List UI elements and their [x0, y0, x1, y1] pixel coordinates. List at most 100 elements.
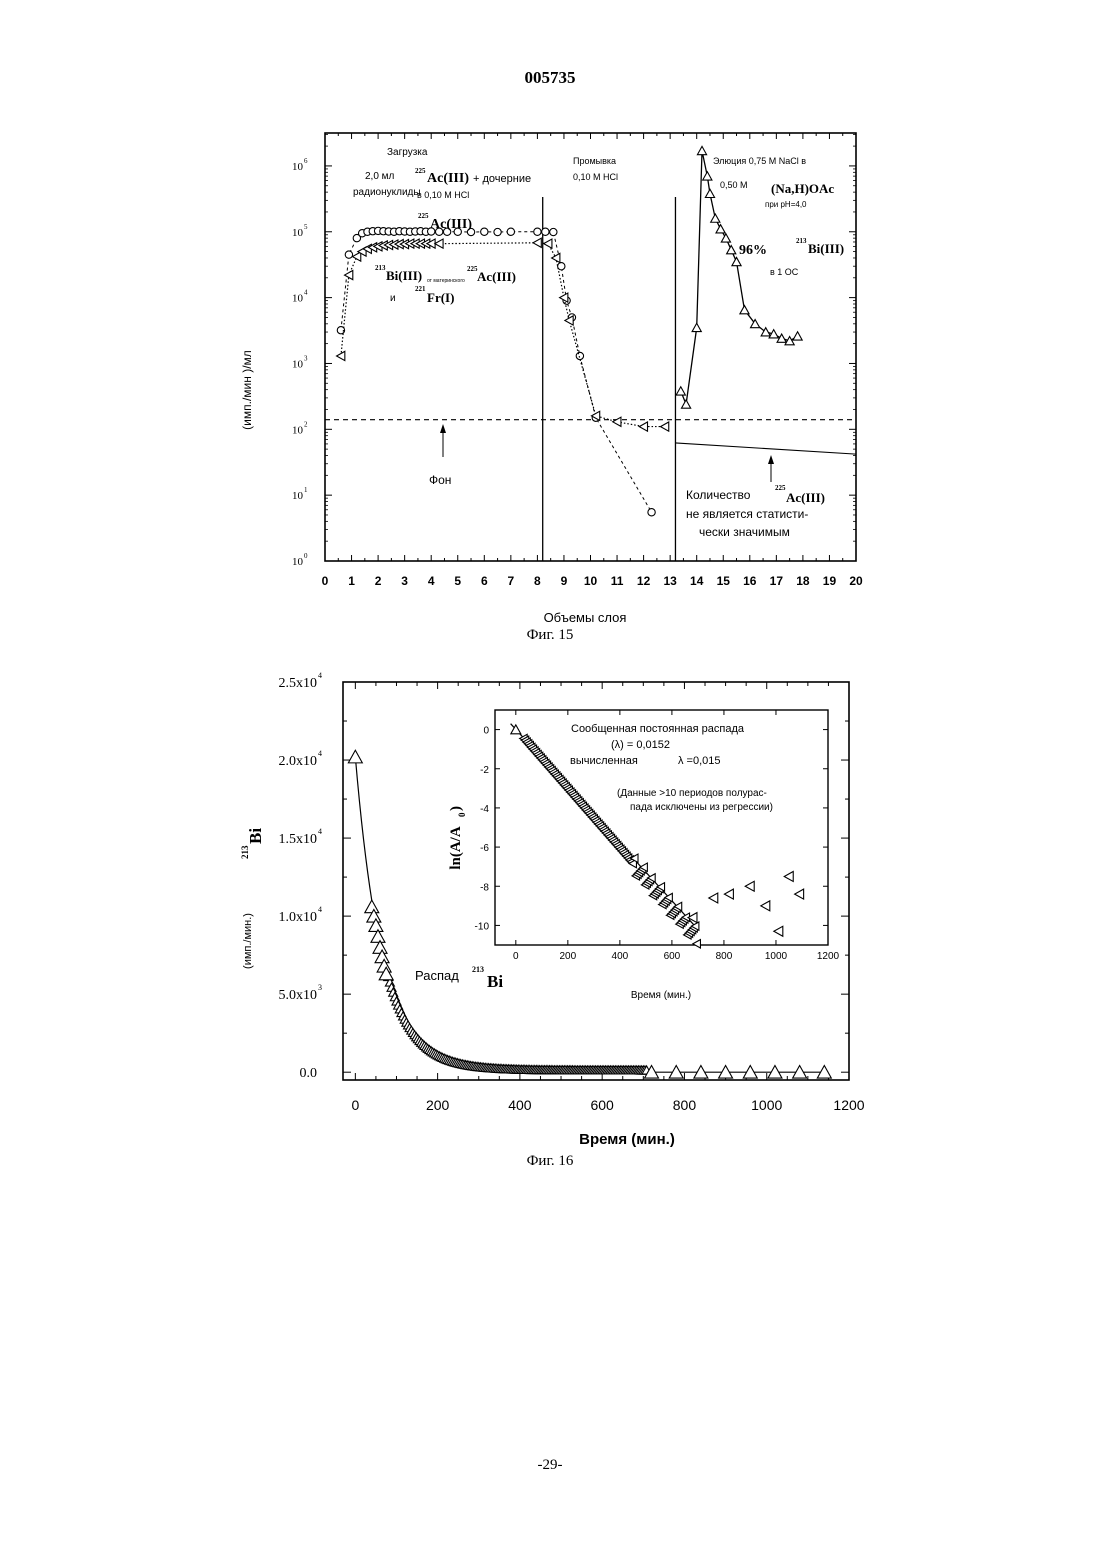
- x-axis-label: Время (мин.): [579, 1131, 675, 1148]
- data-series: [337, 146, 803, 516]
- inset-x-tick-label: 600: [664, 951, 681, 962]
- data-point: [534, 228, 541, 235]
- inset-note-1: Сообщенная постоянная распада: [571, 723, 745, 735]
- inset-y-tick-label: -6: [480, 843, 489, 854]
- elution-conc: 0,50 M: [720, 180, 748, 190]
- background-label: Фон: [429, 473, 451, 487]
- x-tick-label: 0: [351, 1097, 359, 1113]
- y-tick-label: 10: [292, 227, 304, 239]
- x-tick-label: 18: [796, 574, 810, 588]
- inset-y-tick-label: 0: [483, 726, 489, 737]
- x-axis-label: Объемы слоя: [544, 610, 627, 625]
- x-tick-label: 20: [849, 574, 863, 588]
- amount-sup: 225: [775, 484, 786, 492]
- y-tick-label: 10: [292, 293, 304, 305]
- data-point: [613, 417, 621, 426]
- x-tick-label: 13: [663, 574, 677, 588]
- inset-note-5: пада исключены из регрессии): [630, 802, 773, 813]
- x-tick-label: 7: [508, 574, 515, 588]
- x-tick-label: 17: [770, 574, 784, 588]
- data-point: [740, 306, 749, 314]
- y-tick-label: 10: [292, 424, 304, 436]
- y-tick-labels: 0.05.0x1031.0x1041.5x1042.0x1042.5x104: [279, 671, 323, 1081]
- data-point: [732, 257, 741, 265]
- ac-limit-line: [675, 443, 856, 454]
- x-tick-label: 1: [348, 574, 355, 588]
- y-tick-label: 1.0x10: [279, 910, 318, 925]
- y-tick-exponent: 4: [318, 749, 322, 758]
- wash-title: Промывка: [573, 156, 616, 166]
- y-axis-label: (имп./мин.) 213 Bi: [240, 828, 265, 969]
- x-tick-label: 2: [375, 574, 382, 588]
- inset-x-axis-label: Время (мин.): [631, 990, 691, 1001]
- data-point: [542, 228, 549, 235]
- load-title: Загрузка: [387, 147, 428, 158]
- y-tick-exponent: 6: [304, 157, 308, 165]
- ac-label: Ac(III): [430, 217, 472, 232]
- and-word: и: [390, 293, 396, 304]
- y-tick-exponent: 3: [304, 354, 308, 362]
- data-point: [676, 387, 685, 395]
- page-number: -29-: [0, 1457, 1100, 1474]
- data-point: [533, 238, 541, 247]
- bi-from: от материнского: [427, 278, 465, 284]
- inset-plot: 020040060080010001200 0-2-4-6-8-10 Время…: [448, 710, 840, 1001]
- y-tick-label: 10: [292, 161, 304, 173]
- document-number: 005735: [0, 68, 1100, 88]
- inset-y-tick-label: -2: [480, 765, 489, 776]
- data-point: [576, 352, 583, 359]
- data-point: [345, 251, 352, 258]
- x-tick-label: 3: [401, 574, 408, 588]
- x-tick-label: 11: [611, 574, 624, 588]
- y-tick-exponent: 5: [304, 223, 308, 231]
- data-point: [550, 228, 557, 235]
- inset-y-label-main: ln(A/A: [448, 826, 464, 870]
- bi-sup: 213: [375, 264, 386, 272]
- data-point: [481, 228, 488, 235]
- data-point: [639, 422, 647, 431]
- inset-x-tick-label: 800: [716, 951, 733, 962]
- load-ac-sup: 225: [415, 167, 426, 175]
- load-plus: + дочерние: [473, 173, 531, 185]
- data-point: [705, 189, 714, 197]
- amount-ac: Ac(III): [786, 490, 825, 505]
- data-point: [507, 228, 514, 235]
- inset-note-3-val: λ =0,015: [678, 755, 721, 767]
- figure-15-caption: Фиг. 15: [0, 627, 1100, 644]
- y-axis-sup: 213: [240, 845, 250, 859]
- x-tick-label: 16: [743, 574, 757, 588]
- data-point: [435, 239, 443, 248]
- x-tick-label: 200: [426, 1097, 450, 1113]
- x-tick-labels: 01234567891011121314151617181920: [322, 574, 863, 588]
- ac-label-sup: 225: [418, 212, 429, 220]
- x-tick-label: 1000: [751, 1097, 782, 1113]
- decay-el: Bi: [487, 972, 503, 991]
- x-tick-label: 12: [637, 574, 651, 588]
- x-tick-label: 5: [454, 574, 461, 588]
- yield-vol: в 1 ОС: [770, 267, 799, 277]
- elution-title: Элюция 0,75 M NaCl в: [713, 156, 806, 166]
- amount-word: Количество: [686, 488, 751, 502]
- inset-y-tick-label: -8: [480, 882, 489, 893]
- y-tick-exponent: 1: [304, 486, 308, 494]
- x-tick-label: 800: [673, 1097, 697, 1113]
- data-point: [793, 332, 802, 340]
- amount-line2: не является статисти-: [686, 507, 808, 521]
- data-point: [721, 234, 730, 242]
- inset-y-tick-label: -10: [475, 921, 490, 932]
- inset-x-tick-labels: 020040060080010001200: [513, 951, 840, 962]
- load-hcl: в 0,10 M HCl: [417, 190, 469, 200]
- data-point: [648, 509, 655, 516]
- data-point: [697, 146, 706, 154]
- y-tick-exponent: 4: [318, 905, 322, 914]
- y-axis-main: Bi: [246, 828, 265, 844]
- inset-y-tick-label: -4: [480, 804, 489, 815]
- y-tick-exponent: 3: [318, 983, 322, 992]
- amount-line3: чески значимым: [699, 525, 790, 539]
- figure-16-chart: 020040060080010001200 0.05.0x1031.0x1041…: [225, 668, 885, 1158]
- y-tick-exponent: 0: [304, 552, 308, 560]
- elution-ph: при pH=4,0: [765, 200, 807, 209]
- x-tick-label: 9: [561, 574, 568, 588]
- inset-x-tick-label: 1000: [765, 951, 788, 962]
- data-point: [348, 750, 362, 763]
